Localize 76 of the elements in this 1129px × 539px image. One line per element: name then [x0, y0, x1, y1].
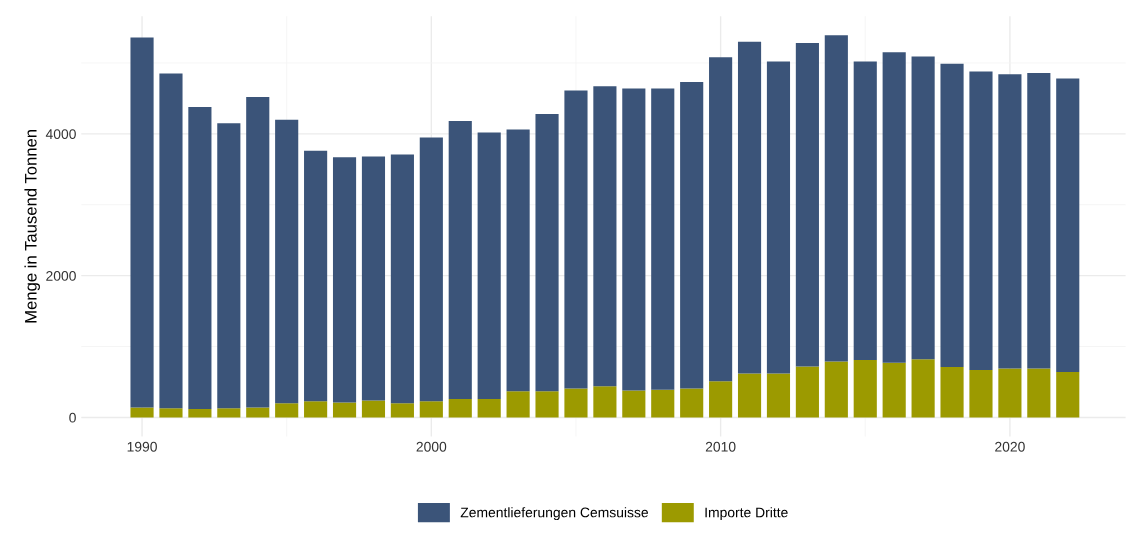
bar	[390, 154, 414, 404]
bar	[246, 96, 270, 408]
bar	[622, 390, 646, 418]
y-tick-label: 0	[69, 412, 76, 423]
bar	[448, 399, 472, 418]
bar	[593, 86, 617, 387]
bar	[477, 132, 501, 400]
bar	[882, 52, 906, 363]
legend-label: Importe Dritte	[705, 507, 788, 521]
bar	[1056, 372, 1080, 418]
bar	[217, 123, 241, 409]
bar	[853, 61, 877, 361]
bar	[419, 137, 443, 402]
bar	[361, 156, 386, 401]
bar	[969, 369, 993, 418]
bar	[911, 56, 935, 360]
bar	[766, 61, 791, 374]
bar	[188, 106, 212, 409]
bar	[275, 119, 299, 404]
bar	[940, 63, 964, 368]
bar	[304, 150, 328, 402]
bar	[940, 367, 964, 418]
bar	[824, 361, 848, 418]
legend-label: Zementlieferungen Cemsuisse	[460, 507, 649, 521]
bar	[1027, 368, 1051, 418]
bar	[622, 88, 646, 391]
bar	[998, 368, 1022, 418]
y-tick-label: 2000	[46, 270, 76, 281]
x-tick-label: 2000	[416, 441, 447, 452]
bar	[737, 41, 762, 374]
y-axis-title: Menge in Tausend Tonnen	[24, 129, 40, 323]
bar	[130, 407, 154, 418]
bar	[709, 57, 733, 382]
bar	[651, 389, 675, 418]
x-tick-label: 2020	[995, 441, 1025, 452]
bar	[766, 373, 791, 418]
x-tick-label: 1990	[127, 441, 157, 452]
bar	[159, 73, 183, 409]
bar	[506, 129, 530, 392]
bar	[535, 391, 559, 418]
bar	[593, 386, 617, 418]
bar	[737, 373, 762, 418]
bar	[246, 407, 270, 418]
bar	[361, 400, 386, 418]
bar	[824, 35, 848, 362]
bar	[680, 388, 704, 418]
bar	[188, 408, 212, 418]
bar	[275, 403, 299, 418]
bar	[795, 43, 819, 367]
bar	[564, 90, 588, 389]
bar	[448, 121, 472, 400]
bar	[853, 360, 877, 418]
x-tick-label: 2010	[705, 441, 736, 452]
bar	[419, 401, 443, 418]
bar	[882, 362, 906, 418]
bar	[304, 401, 328, 418]
bar	[535, 114, 559, 392]
bar	[680, 82, 704, 389]
bar	[709, 381, 733, 418]
bar	[477, 399, 501, 418]
bar	[998, 74, 1022, 369]
y-tick-label: 4000	[45, 129, 76, 140]
bar	[217, 408, 241, 418]
bar	[969, 71, 993, 370]
bar	[911, 359, 935, 418]
bar	[332, 157, 357, 403]
bar	[390, 403, 414, 418]
bar	[795, 366, 819, 418]
bar	[651, 88, 675, 390]
bar	[1027, 72, 1051, 369]
bar	[506, 391, 530, 418]
bar	[332, 402, 357, 418]
bar	[1056, 78, 1080, 373]
bar	[130, 37, 154, 408]
bar	[564, 388, 588, 418]
bar	[159, 408, 183, 418]
